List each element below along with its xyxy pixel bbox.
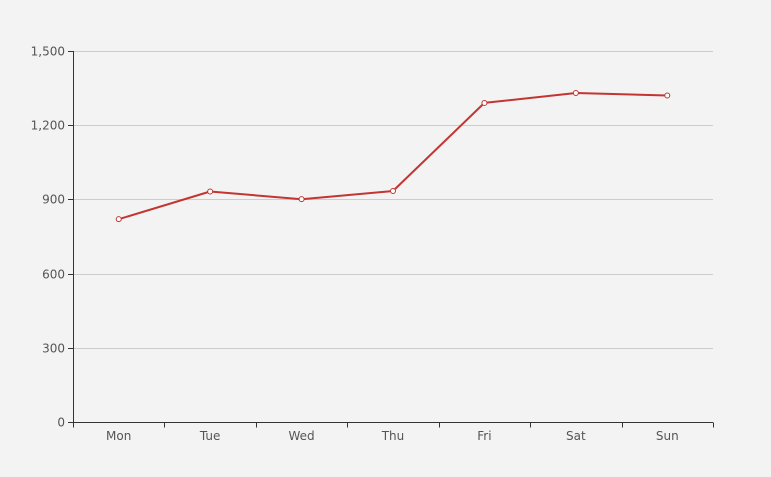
x-axis-tick-label: Sat <box>566 429 586 443</box>
series <box>115 90 671 223</box>
y-axis-tick-label: 300 <box>42 342 65 356</box>
x-axis-tick-label: Thu <box>381 429 405 443</box>
y-axis-tick-label: 900 <box>42 193 65 207</box>
axes <box>68 51 714 428</box>
data-point <box>115 216 122 223</box>
y-axis-tick-label: 600 <box>42 268 65 282</box>
x-axis-tick-label: Sun <box>656 429 679 443</box>
x-axis-tick-label: Mon <box>106 429 131 443</box>
y-axis-tick-labels: 0 300 600 900 1,200 1,500 <box>31 45 65 430</box>
x-axis-tick-label: Fri <box>477 429 491 443</box>
y-axis-tick-label: 0 <box>57 416 65 430</box>
x-axis-tick-label: Wed <box>288 429 314 443</box>
data-point <box>298 196 305 203</box>
grid-lines <box>73 51 713 349</box>
series-line <box>118 92 668 221</box>
data-point <box>390 187 396 194</box>
data-point <box>207 188 214 195</box>
x-axis-tick-label: Tue <box>199 429 221 443</box>
y-axis-tick-label: 1,200 <box>31 119 65 133</box>
data-point <box>572 90 579 97</box>
x-axis-tick-labels: Mon Tue Wed Thu Fri Sat Sun <box>106 429 679 443</box>
data-point <box>481 99 488 106</box>
y-axis-tick-label: 1,500 <box>31 45 65 59</box>
data-point <box>664 92 671 99</box>
